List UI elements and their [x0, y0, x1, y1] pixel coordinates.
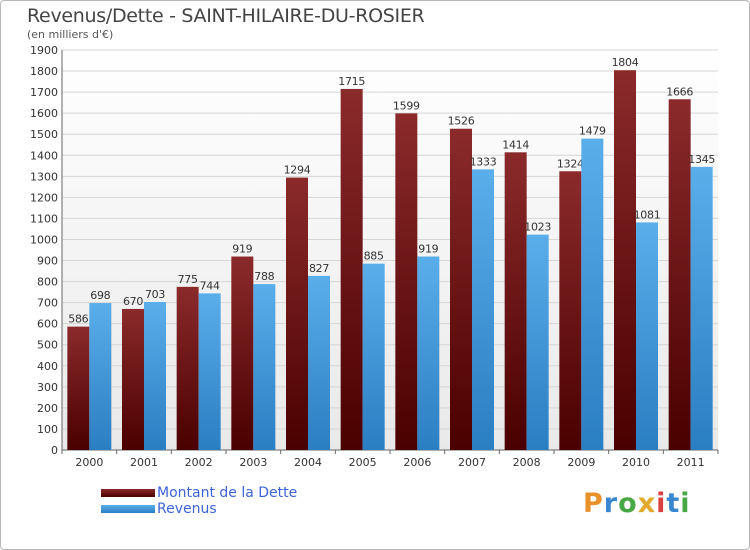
- chart-subtitle: (en milliers d'€): [27, 28, 114, 41]
- data-label-revenus: 744: [200, 279, 220, 292]
- legend-item-revenus: Revenus: [101, 501, 297, 517]
- y-tick-label: 1100: [30, 212, 58, 225]
- y-tick-label: 600: [37, 318, 58, 331]
- bar-dette: [176, 286, 199, 450]
- y-tick-label: 1200: [30, 191, 58, 204]
- logo-letter: t: [666, 488, 681, 519]
- bar-revenus: [636, 222, 658, 450]
- y-tick-label: 1000: [30, 233, 58, 246]
- data-label-dette: 586: [68, 313, 88, 326]
- data-label-dette: 1324: [557, 157, 584, 170]
- legend-swatch-dette: [101, 489, 155, 497]
- data-label-dette: 1599: [393, 99, 420, 112]
- x-tick-label: 2002: [185, 456, 213, 469]
- logo-letter: i: [680, 488, 691, 519]
- bar-revenus: [198, 293, 221, 450]
- bar-revenus: [472, 169, 494, 451]
- logo-letter: P: [583, 488, 604, 519]
- bar-revenus: [690, 166, 713, 450]
- x-tick-label: 2010: [622, 456, 650, 469]
- bar-revenus: [144, 302, 166, 450]
- bar-revenus: [581, 138, 604, 450]
- data-label-dette: 1804: [612, 56, 639, 69]
- data-label-dette: 775: [178, 273, 198, 286]
- data-label-dette: 1715: [338, 75, 365, 88]
- y-tick-label: 1600: [30, 107, 58, 120]
- logo-letter: x: [637, 488, 657, 519]
- y-tick-label: 0: [51, 444, 58, 457]
- legend-label-dette: Montant de la Dette: [157, 485, 298, 501]
- bar-dette: [559, 171, 582, 450]
- bar-dette: [231, 256, 254, 450]
- legend: Montant de la Dette Revenus: [101, 485, 297, 517]
- data-label-dette: 919: [232, 243, 252, 256]
- y-tick-label: 700: [37, 297, 58, 310]
- bar-dette: [67, 326, 90, 450]
- chart-title: Revenus/Dette - SAINT-HILAIRE-DU-ROSIER: [27, 5, 425, 27]
- y-tick-label: 100: [37, 423, 58, 436]
- bar-revenus: [526, 234, 549, 450]
- y-tick-label: 800: [37, 276, 58, 289]
- y-tick-label: 200: [37, 402, 58, 415]
- data-label-revenus: 919: [418, 243, 438, 256]
- proxiti-logo: Proxiti: [583, 488, 691, 519]
- data-label-dette: 1526: [448, 115, 475, 128]
- x-tick-label: 2001: [130, 456, 158, 469]
- bar-dette: [286, 177, 308, 450]
- legend-swatch-revenus: [101, 505, 155, 513]
- y-tick-label: 1400: [30, 149, 58, 162]
- data-label-revenus: 1479: [579, 125, 606, 138]
- bar-dette: [450, 128, 472, 450]
- data-label-revenus: 1023: [524, 221, 551, 234]
- x-tick-label: 2005: [349, 456, 377, 469]
- y-tick-label: 1800: [30, 65, 58, 78]
- data-label-revenus: 1333: [470, 155, 497, 168]
- data-label-revenus: 788: [254, 270, 274, 283]
- plot-background: [62, 50, 718, 450]
- data-label-revenus: 698: [90, 289, 110, 302]
- data-label-revenus: 885: [364, 250, 384, 263]
- y-tick-label: 1700: [30, 86, 58, 99]
- y-tick-label: 1500: [30, 128, 58, 141]
- y-tick-label: 900: [37, 255, 58, 268]
- data-label-revenus: 827: [309, 262, 329, 275]
- logo-letter: o: [618, 488, 638, 519]
- bar-revenus: [362, 263, 385, 450]
- x-tick-label: 2008: [513, 456, 541, 469]
- bar-revenus: [308, 275, 330, 450]
- bar-dette: [668, 99, 691, 451]
- x-tick-label: 2006: [403, 456, 431, 469]
- bar-dette: [504, 152, 527, 450]
- x-tick-label: 2011: [677, 456, 705, 469]
- legend-item-dette: Montant de la Dette: [101, 485, 297, 501]
- data-label-revenus: 1345: [688, 153, 715, 166]
- y-tick-label: 400: [37, 360, 58, 373]
- logo-letter: r: [603, 488, 619, 519]
- data-label-dette: 670: [123, 295, 143, 308]
- data-label-revenus: 703: [145, 288, 165, 301]
- data-label-dette: 1666: [666, 85, 693, 98]
- legend-label-revenus: Revenus: [157, 501, 217, 517]
- bar-dette: [395, 113, 418, 451]
- data-label-revenus: 1081: [634, 208, 661, 221]
- data-label-dette: 1414: [502, 138, 529, 151]
- x-tick-label: 2000: [75, 456, 103, 469]
- x-tick-label: 2009: [567, 456, 595, 469]
- y-tick-label: 1900: [30, 44, 58, 57]
- bar-revenus: [89, 303, 112, 450]
- x-tick-label: 2004: [294, 456, 322, 469]
- bar-dette: [614, 70, 636, 451]
- bar-revenus: [253, 284, 276, 450]
- bar-dette: [340, 88, 363, 451]
- x-tick-label: 2003: [239, 456, 267, 469]
- y-tick-label: 300: [37, 381, 58, 394]
- bar-revenus: [417, 256, 440, 450]
- data-label-dette: 1294: [284, 164, 311, 177]
- y-tick-label: 500: [37, 339, 58, 352]
- y-tick-label: 1300: [30, 170, 58, 183]
- x-tick-label: 2007: [458, 456, 486, 469]
- logo-letter: i: [656, 488, 667, 519]
- bar-dette: [122, 308, 144, 450]
